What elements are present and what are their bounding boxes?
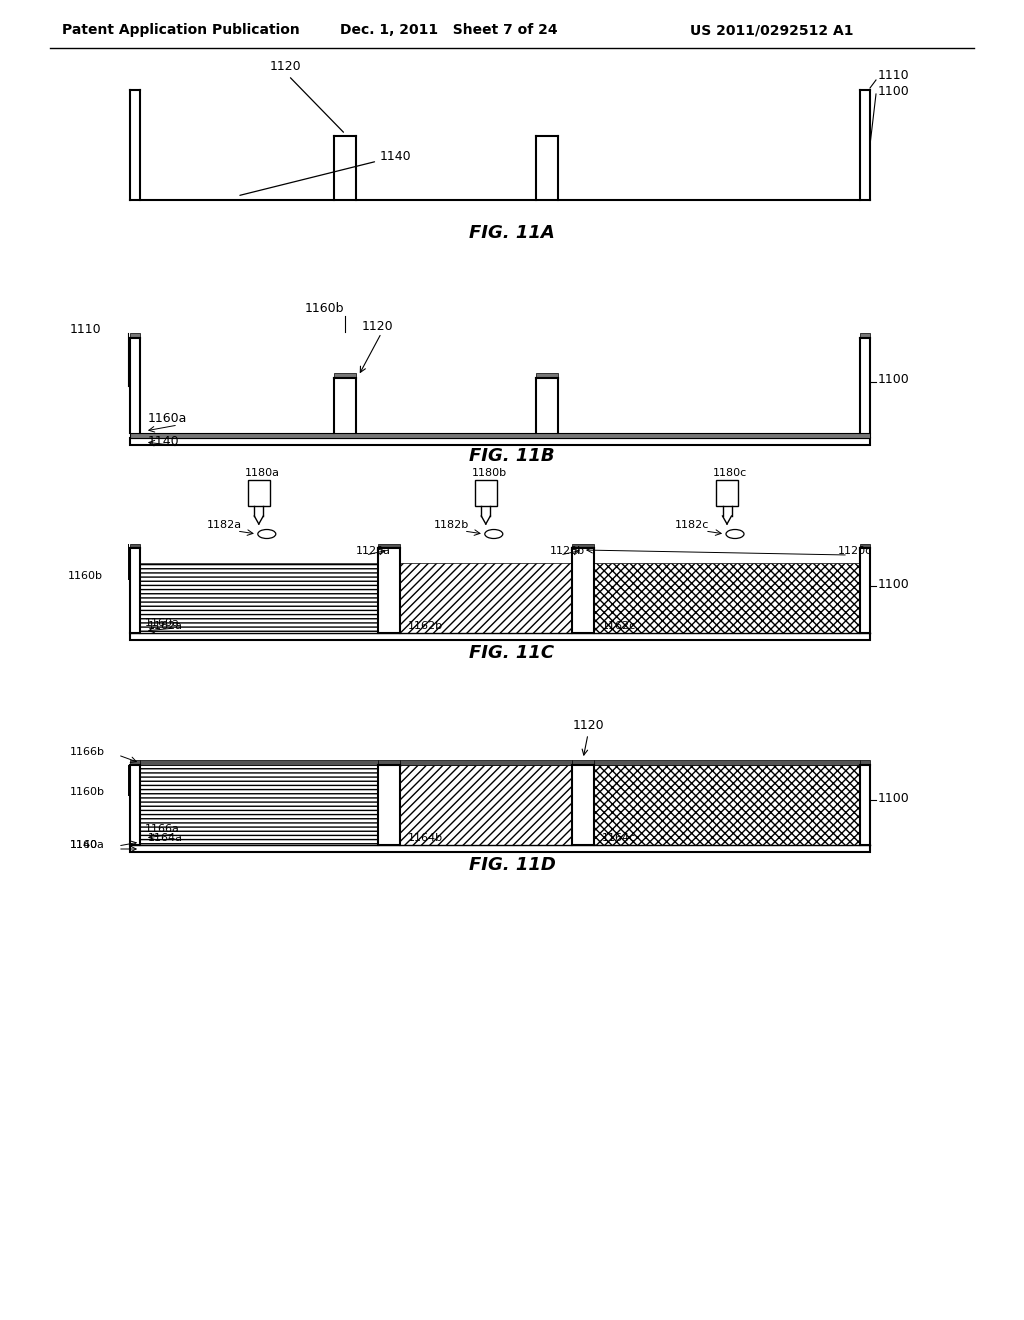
Bar <box>716 480 738 506</box>
Text: 1164b: 1164b <box>408 833 442 843</box>
Bar <box>475 480 497 506</box>
Text: FIG. 11D: FIG. 11D <box>469 855 555 874</box>
Text: FIG. 11C: FIG. 11C <box>469 644 555 663</box>
Text: 1182a: 1182a <box>207 520 242 531</box>
Bar <box>399 564 572 634</box>
Bar <box>130 433 870 438</box>
Text: Dec. 1, 2011   Sheet 7 of 24: Dec. 1, 2011 Sheet 7 of 24 <box>340 22 558 37</box>
Bar <box>594 760 860 766</box>
Bar <box>130 634 870 640</box>
Bar <box>130 845 870 851</box>
Bar <box>130 333 140 338</box>
Text: 1166b: 1166b <box>70 747 105 756</box>
Text: 1120a: 1120a <box>355 546 390 556</box>
Bar <box>140 760 378 766</box>
Text: 1160b: 1160b <box>70 787 105 797</box>
Text: 1120: 1120 <box>270 59 343 132</box>
Bar <box>130 760 140 766</box>
Text: 1160a: 1160a <box>70 840 104 850</box>
Bar <box>140 564 378 634</box>
Text: 1160b: 1160b <box>68 572 103 581</box>
Text: 1162b: 1162b <box>408 620 442 631</box>
Text: 1160b: 1160b <box>304 302 344 315</box>
Text: 1182c: 1182c <box>675 520 710 531</box>
Bar <box>399 766 572 845</box>
Text: 1120b: 1120b <box>550 546 585 556</box>
Bar <box>378 544 399 548</box>
Text: FIG. 11B: FIG. 11B <box>469 447 555 465</box>
Bar <box>140 766 378 845</box>
Text: US 2011/0292512 A1: US 2011/0292512 A1 <box>690 22 853 37</box>
Text: 1182b: 1182b <box>434 520 469 531</box>
Ellipse shape <box>726 529 744 539</box>
Text: 1164c: 1164c <box>602 833 636 843</box>
Text: 1180a: 1180a <box>245 469 280 478</box>
Text: 1110: 1110 <box>878 69 909 82</box>
Text: Patent Application Publication: Patent Application Publication <box>62 22 300 37</box>
Bar <box>248 480 269 506</box>
Bar <box>130 544 140 548</box>
Text: 1180b: 1180b <box>472 469 507 478</box>
Text: 1180c: 1180c <box>713 469 748 478</box>
Text: 1160a: 1160a <box>148 412 187 425</box>
Text: 1120c: 1120c <box>838 546 872 556</box>
Bar <box>536 372 558 378</box>
Text: 1140: 1140 <box>70 840 98 850</box>
Text: 1140: 1140 <box>148 436 179 447</box>
Text: 1100: 1100 <box>878 374 909 385</box>
Text: 1162c: 1162c <box>602 620 636 631</box>
Bar <box>335 372 356 378</box>
Bar <box>399 760 572 766</box>
Bar <box>860 760 870 766</box>
Text: 1162a: 1162a <box>148 620 183 631</box>
Ellipse shape <box>258 529 275 539</box>
Text: 1120: 1120 <box>573 719 604 733</box>
Text: 1160a: 1160a <box>145 618 180 628</box>
Bar <box>594 766 860 845</box>
Bar <box>860 544 870 548</box>
Text: FIG. 11A: FIG. 11A <box>469 224 555 242</box>
Text: 1164a: 1164a <box>148 833 183 843</box>
Bar <box>572 760 594 766</box>
Text: 1140: 1140 <box>240 150 412 195</box>
Bar <box>130 438 870 445</box>
Bar <box>378 760 399 766</box>
Bar <box>572 544 594 548</box>
Text: 1100: 1100 <box>878 84 909 98</box>
Bar <box>594 564 860 634</box>
Text: 1100: 1100 <box>878 578 909 591</box>
Ellipse shape <box>484 529 503 539</box>
Text: 1120: 1120 <box>361 319 393 333</box>
Text: 1110: 1110 <box>70 323 101 337</box>
Bar <box>860 333 870 338</box>
Text: 1100: 1100 <box>878 792 909 805</box>
Text: 1166a: 1166a <box>145 824 180 834</box>
